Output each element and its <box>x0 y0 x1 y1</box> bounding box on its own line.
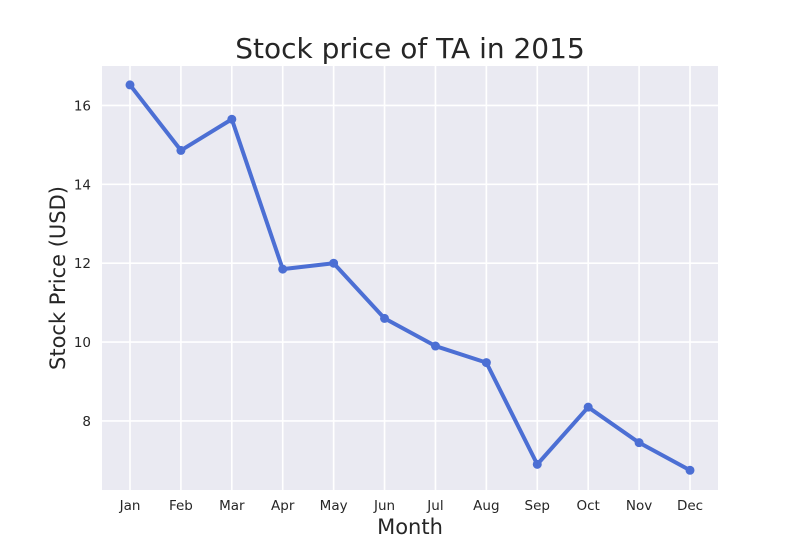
data-point <box>481 358 491 368</box>
x-tick-label: Oct <box>577 498 600 514</box>
data-point <box>583 402 593 412</box>
y-tick-labels: 8 10 12 14 16 <box>74 98 91 430</box>
chart-title: Stock price of TA in 2015 <box>235 32 585 65</box>
y-tick-label: 16 <box>74 98 91 114</box>
data-point <box>634 438 644 448</box>
x-tick-label: Dec <box>677 498 703 514</box>
data-point <box>430 341 440 351</box>
y-axis-label: Stock Price (USD) <box>46 186 70 370</box>
x-tick-label: Feb <box>169 498 193 514</box>
x-tick-label: Mar <box>219 498 245 514</box>
grid-lines <box>102 66 718 490</box>
y-tick-label: 8 <box>82 414 91 430</box>
x-tick-label: Aug <box>473 498 499 514</box>
x-axis-label: Month <box>377 515 443 539</box>
x-tick-label: Jul <box>426 498 443 514</box>
x-tick-label: May <box>320 498 348 514</box>
x-tick-label: Sep <box>525 498 550 514</box>
x-tick-labels: Jan Feb Mar Apr May Jun Jul Aug Sep Oct Nov Dec <box>119 498 703 514</box>
plot-area <box>102 66 718 490</box>
y-tick-label: 12 <box>74 256 91 272</box>
data-point <box>380 313 390 323</box>
data-point <box>329 258 339 268</box>
data-point <box>227 114 237 124</box>
x-tick-label: Jun <box>373 498 395 514</box>
y-tick-label: 14 <box>74 177 91 193</box>
x-tick-label: Apr <box>271 498 295 514</box>
x-tick-label: Jan <box>119 498 141 514</box>
data-point <box>176 145 186 155</box>
data-point <box>125 80 135 90</box>
series-line <box>128 82 692 473</box>
series-layer <box>125 80 695 475</box>
y-tick-label: 10 <box>74 335 91 351</box>
data-point <box>532 459 542 469</box>
data-point <box>685 465 695 475</box>
x-tick-label: Nov <box>626 498 652 514</box>
data-point <box>278 264 288 274</box>
